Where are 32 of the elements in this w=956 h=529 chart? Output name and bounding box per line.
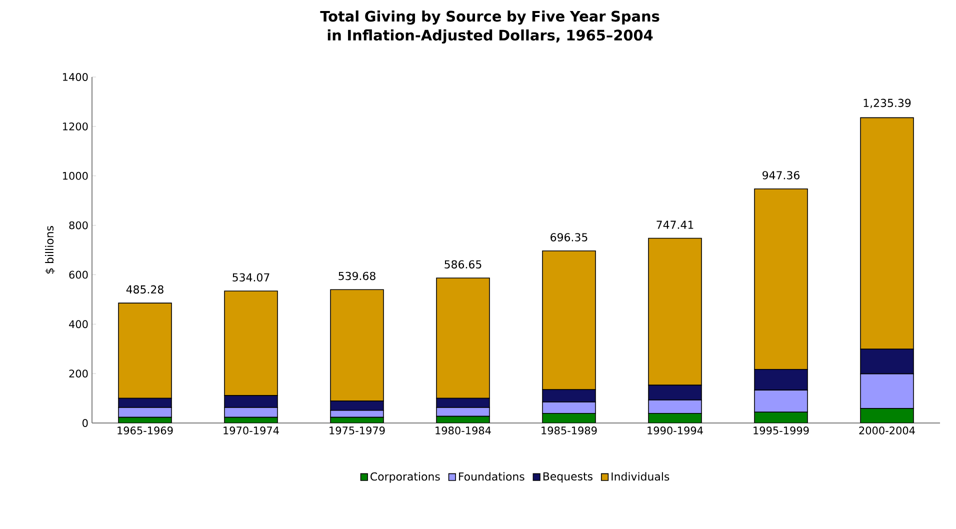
legend-label: Foundations [459,472,524,481]
legend-label: Corporations [370,472,440,483]
legend-label: Individuals [612,472,670,481]
total-label: 586.65 [444,260,482,269]
y-tick-label: 600 [69,270,88,279]
x-tick-label: 1985-1989 [542,426,597,434]
x-tick-label: 1980-1984 [436,426,491,434]
x-tick-label: 1995-1999 [754,426,809,434]
legend-label: Bequests [543,472,592,483]
x-tick-label: 1990-1994 [648,426,703,434]
x-tick-label: 1975-1979 [330,426,385,434]
bar [754,412,808,423]
y-tick-label: 1400 [63,73,88,81]
x-tick-label: 2000-2004 [859,426,915,434]
x-tick-label: 1970-1974 [224,426,279,434]
y-axis-title: $ billions [45,226,56,274]
total-label: 696.35 [550,233,588,242]
y-tick-label: 1000 [63,172,88,180]
y-tick-label: 400 [69,320,88,328]
x-tick-label: 1965-1969 [118,426,173,434]
total-label: 1,235.39 [864,98,911,108]
y-tick-label: 200 [69,370,88,378]
total-label: 747.41 [656,220,694,229]
y-tick-label: 1200 [63,122,88,130]
chart-title: Total Giving by Source by Five Year Spans in Inflation-Adjusted Dollars, 1965–2004 [320,10,660,44]
y-tick-label: 0 [82,419,88,427]
total-label: 534.07 [232,273,270,282]
y-tick-label: 800 [69,221,88,230]
total-label: 947.36 [762,171,800,180]
total-label: 539.68 [338,272,376,280]
total-label: 485.28 [126,285,164,294]
bar [860,408,914,423]
